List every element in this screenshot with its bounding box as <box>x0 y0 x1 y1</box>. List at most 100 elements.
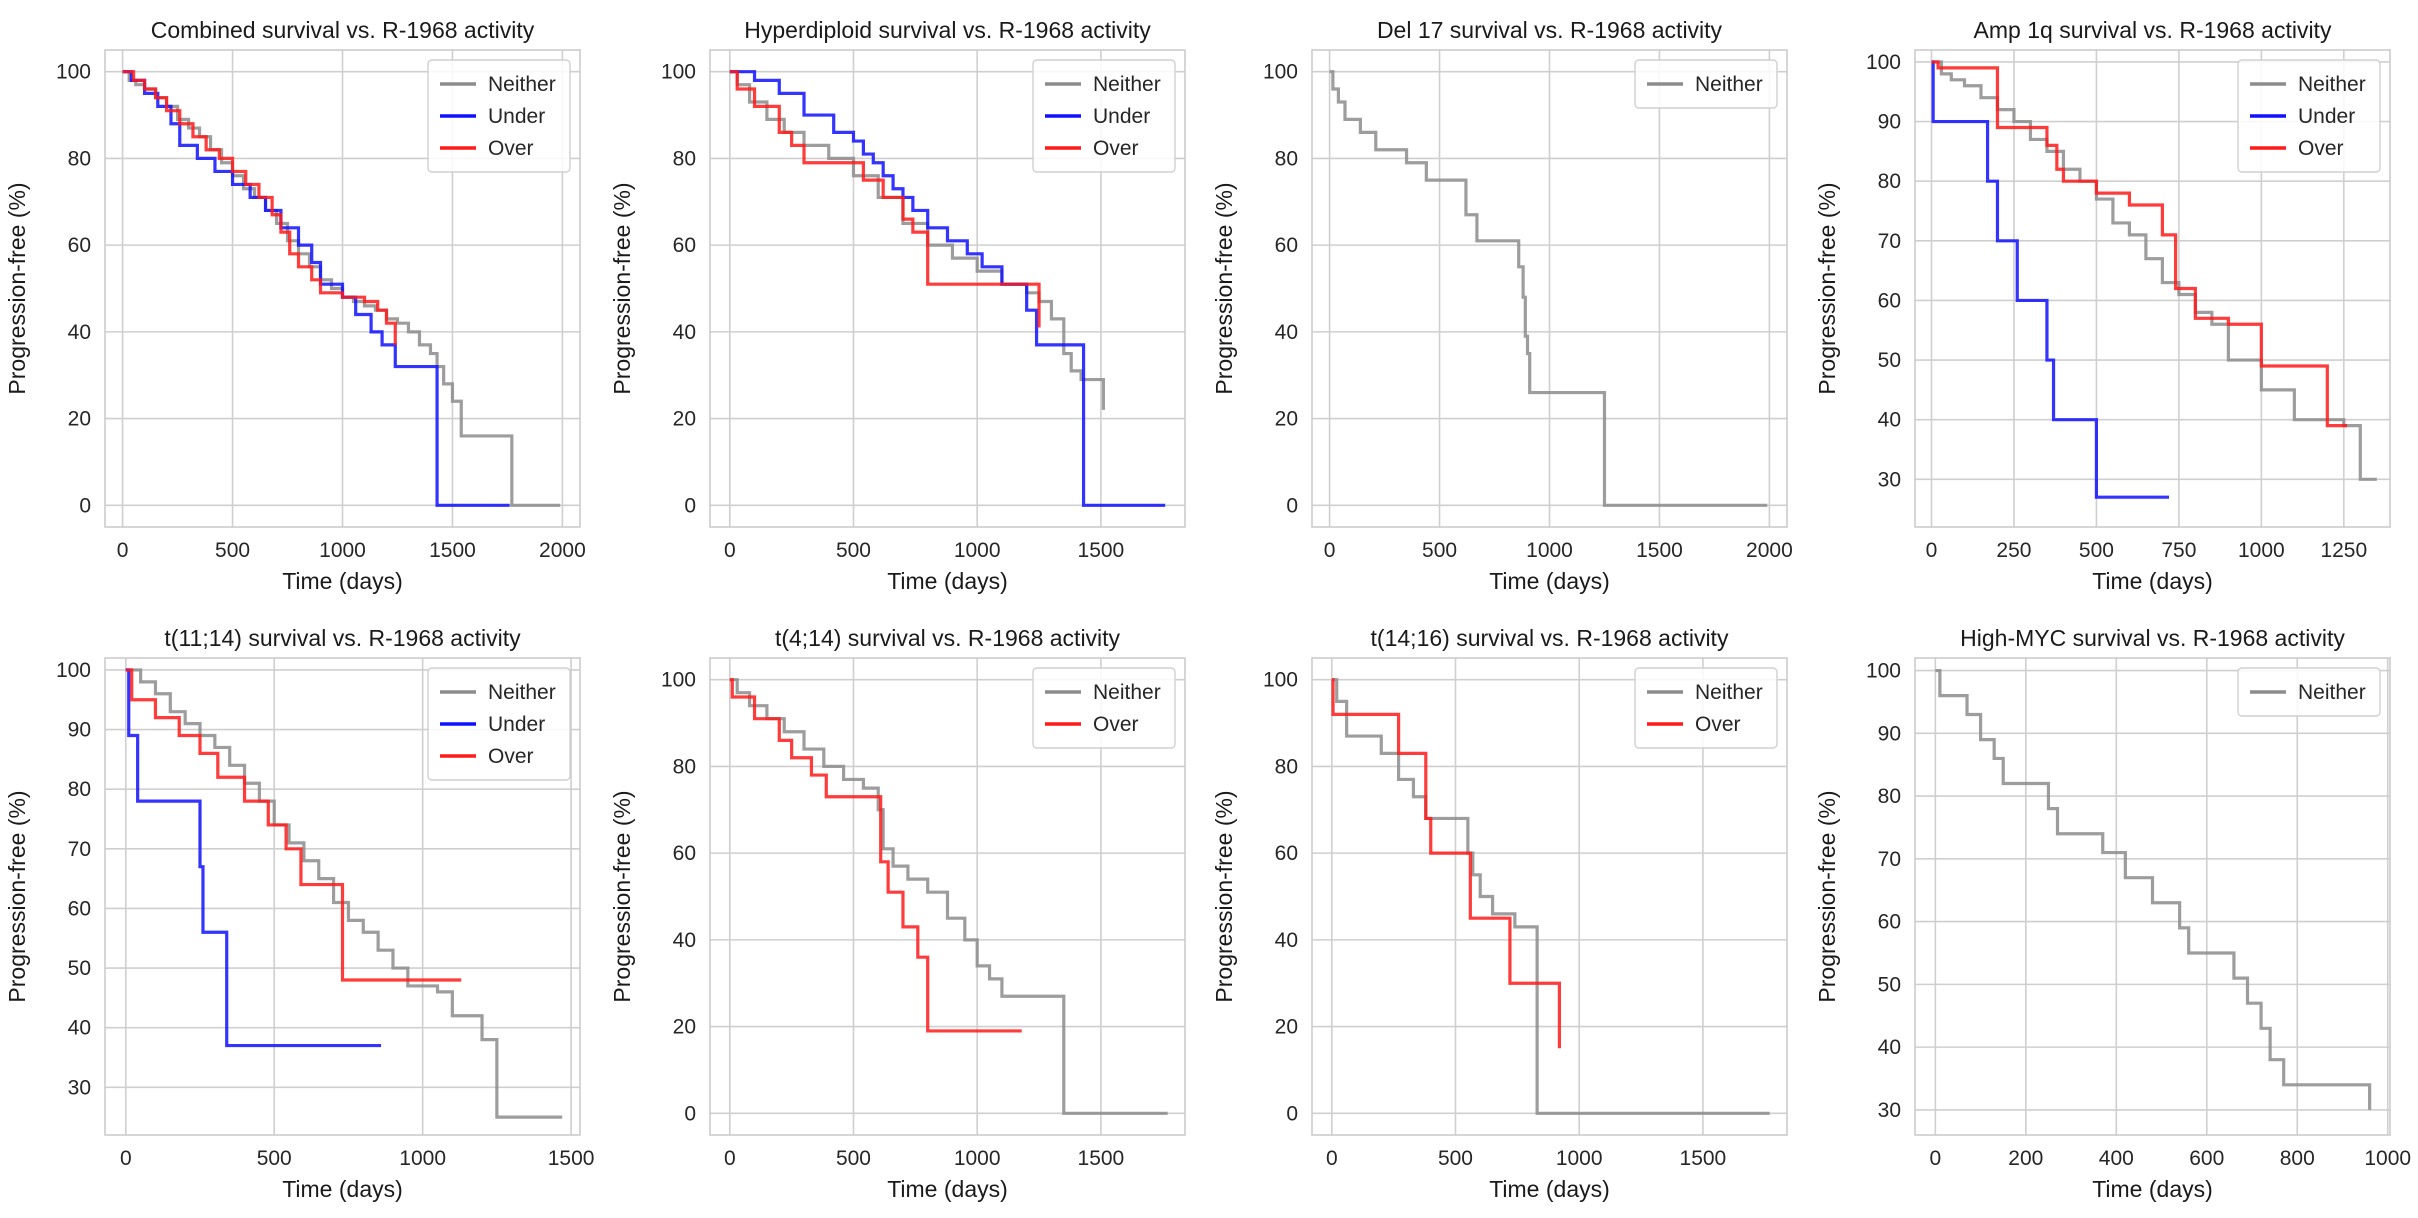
legend-label: Neither <box>1695 681 1763 704</box>
legend-label: Neither <box>488 73 556 96</box>
plot-frame <box>1311 657 1788 1136</box>
x-tick-label: 1000 <box>2364 1147 2411 1170</box>
panel-title: High-MYC survival vs. R-1968 activity <box>1960 625 2345 651</box>
y-tick-label: 70 <box>1878 230 1901 253</box>
y-axis-label: Progression-free (%) <box>1211 182 1237 394</box>
y-tick-label: 40 <box>1275 321 1298 344</box>
x-tick-label: 0 <box>1326 1147 1338 1170</box>
plot-frame <box>104 49 581 528</box>
legend-label: Over <box>1093 137 1139 160</box>
y-tick-label: 20 <box>68 408 91 431</box>
x-tick-label: 500 <box>2079 539 2114 562</box>
x-tick-label: 1000 <box>1526 539 1573 562</box>
y-tick-label: 40 <box>673 321 696 344</box>
y-tick-label: 50 <box>1878 349 1901 372</box>
y-axis-label: Progression-free (%) <box>1814 790 1840 1002</box>
survival-curve-under <box>125 668 382 1048</box>
y-tick-label: 40 <box>673 929 696 952</box>
x-tick-label: 500 <box>1422 539 1457 562</box>
x-tick-label: 1000 <box>1556 1147 1603 1170</box>
y-tick-label: 80 <box>673 147 696 170</box>
x-axis-label: Time (days) <box>1489 1176 1610 1202</box>
x-tick-label: 1000 <box>399 1147 446 1170</box>
legend-label: Over <box>488 137 534 160</box>
panel-title: Combined survival vs. R-1968 activity <box>151 17 535 43</box>
y-tick-label: 60 <box>1275 234 1298 257</box>
legend-label: Over <box>2298 137 2344 160</box>
legend-box <box>427 59 571 173</box>
x-tick-label: 1000 <box>2238 539 2285 562</box>
legend-label: Neither <box>488 681 556 704</box>
legend: Neither <box>2237 667 2381 717</box>
x-axis-label: Time (days) <box>2092 568 2213 594</box>
survival-curve-neither <box>122 70 561 507</box>
y-tick-label: 80 <box>68 147 91 170</box>
y-axis-label: Progression-free (%) <box>1814 182 1840 394</box>
y-tick-label: 100 <box>661 61 696 84</box>
plot-frame <box>1311 49 1788 528</box>
y-tick-label: 100 <box>56 659 91 682</box>
legend-label: Over <box>488 745 534 768</box>
legend-label: Under <box>488 713 545 736</box>
y-tick-label: 80 <box>1275 147 1298 170</box>
legend-label: Neither <box>2298 73 2366 96</box>
panel-title: t(4;14) survival vs. R-1968 activity <box>775 625 1121 651</box>
y-tick-label: 30 <box>1878 468 1901 491</box>
x-axis-label: Time (days) <box>282 568 403 594</box>
x-tick-label: 1500 <box>1680 1147 1727 1170</box>
y-tick-label: 60 <box>68 234 91 257</box>
y-tick-label: 40 <box>68 1017 91 1040</box>
y-tick-label: 100 <box>661 669 696 692</box>
y-tick-label: 40 <box>1878 409 1901 432</box>
x-tick-label: 1500 <box>429 539 476 562</box>
panel-6: t(4;14) survival vs. R-1968 activity 0 500… <box>609 625 1186 1202</box>
x-tick-label: 600 <box>2189 1147 2224 1170</box>
plot-frame <box>709 657 1186 1136</box>
x-tick-label: 2000 <box>1746 539 1793 562</box>
x-tick-label: 500 <box>215 539 250 562</box>
survival-curve-over <box>1931 60 2348 428</box>
y-tick-label: 50 <box>68 957 91 980</box>
legend-box <box>1032 667 1176 749</box>
x-tick-label: 750 <box>2161 539 2196 562</box>
panel-title: Del 17 survival vs. R-1968 activity <box>1377 17 1723 43</box>
legend: Neither Under Over <box>1032 59 1176 173</box>
y-tick-label: 70 <box>68 838 91 861</box>
y-tick-label: 60 <box>68 897 91 920</box>
y-tick-label: 70 <box>1878 848 1901 871</box>
y-tick-label: 60 <box>1275 842 1298 865</box>
x-tick-label: 2000 <box>539 539 586 562</box>
x-tick-label: 0 <box>724 539 736 562</box>
panel-8: High-MYC survival vs. R-1968 activity 0 20… <box>1814 625 2411 1202</box>
panel-2: Hyperdiploid survival vs. R-1968 activit… <box>609 17 1186 594</box>
panel-4: Amp 1q survival vs. R-1968 activity 0 250 5… <box>1814 17 2391 594</box>
legend-label: Under <box>1093 105 1150 128</box>
x-tick-label: 200 <box>2008 1147 2043 1170</box>
panel-5: t(11;14) survival vs. R-1968 activity 0 50… <box>4 625 594 1202</box>
legend: Neither Under Over <box>427 59 571 173</box>
panel-1: Combined survival vs. R-1968 activity 0 50… <box>4 17 586 594</box>
legend-label: Neither <box>1093 73 1161 96</box>
legend: Neither Under Over <box>2237 59 2381 173</box>
plot-frame <box>1914 657 2391 1136</box>
x-tick-label: 1000 <box>319 539 366 562</box>
legend-box <box>427 667 571 781</box>
y-tick-label: 80 <box>68 778 91 801</box>
legend-label: Under <box>2298 105 2355 128</box>
y-tick-label: 0 <box>684 1102 696 1125</box>
y-tick-label: 100 <box>1866 660 1901 683</box>
survival-curve-neither <box>1935 668 2372 1110</box>
y-tick-label: 90 <box>1878 722 1901 745</box>
survival-curve-neither <box>1329 70 1768 507</box>
legend-label: Neither <box>1695 73 1763 96</box>
x-tick-label: 500 <box>836 1147 871 1170</box>
x-tick-label: 500 <box>257 1147 292 1170</box>
y-tick-label: 40 <box>1275 929 1298 952</box>
x-tick-label: 1000 <box>954 1147 1001 1170</box>
legend: Neither Over <box>1634 667 1778 749</box>
survival-curve-over <box>729 678 1022 1033</box>
x-tick-label: 250 <box>1996 539 2031 562</box>
x-tick-label: 1500 <box>1636 539 1683 562</box>
x-tick-label: 1250 <box>2320 539 2367 562</box>
y-tick-label: 50 <box>1878 973 1901 996</box>
